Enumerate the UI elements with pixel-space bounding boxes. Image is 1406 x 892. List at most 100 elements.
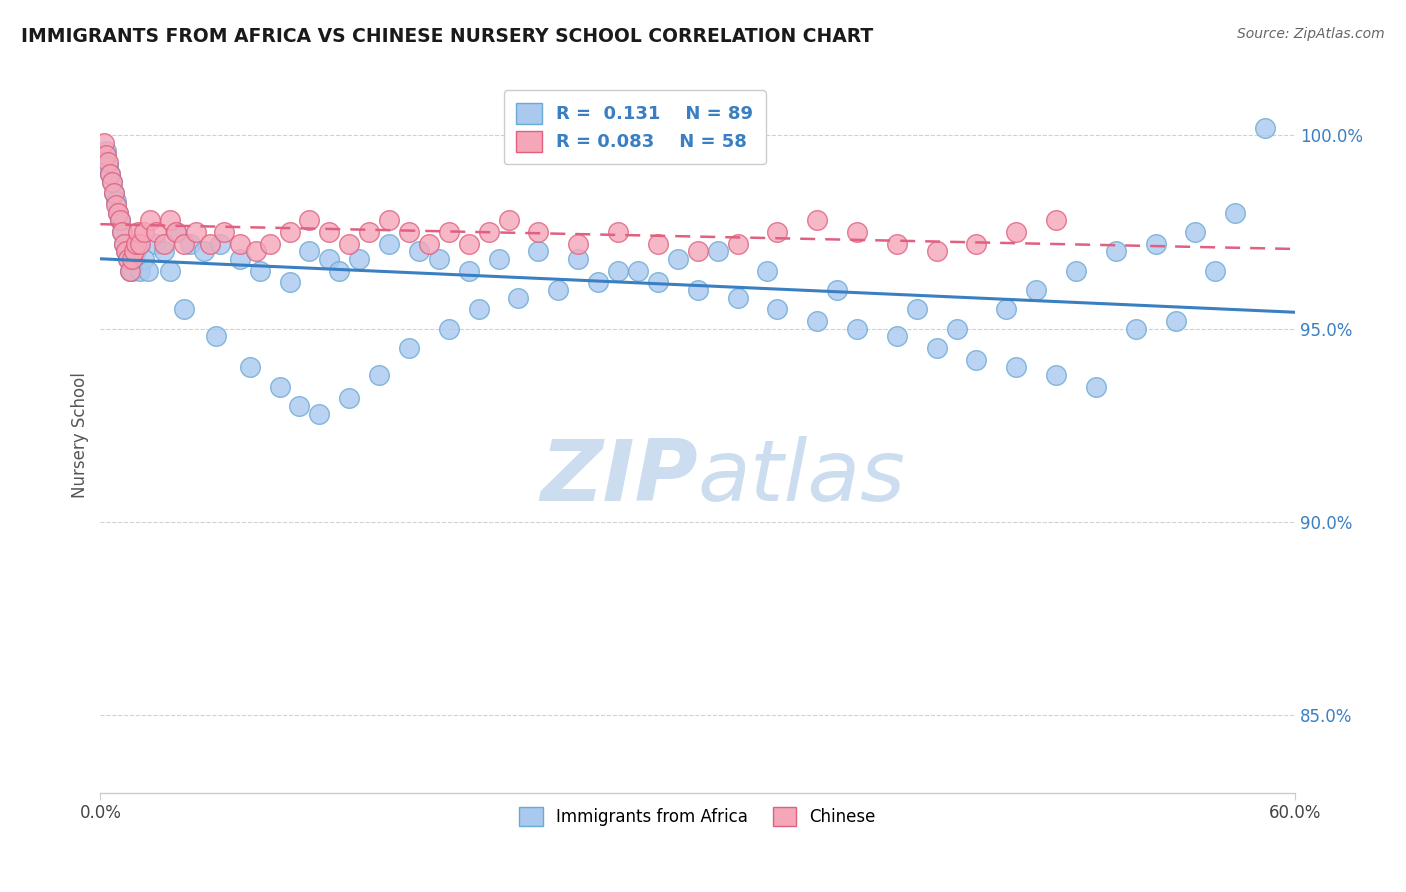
Point: [193, 244, 215, 259]
Point: [125, 244, 148, 259]
Point: [547, 283, 569, 297]
Point: [1005, 225, 1028, 239]
Point: [1064, 264, 1087, 278]
Text: Source: ZipAtlas.com: Source: ZipAtlas.com: [1237, 27, 1385, 41]
Point: [111, 225, 134, 239]
Point: [437, 225, 460, 239]
Point: [98, 167, 121, 181]
Point: [508, 291, 530, 305]
Point: [115, 244, 138, 259]
Point: [145, 236, 167, 251]
Point: [134, 225, 156, 239]
Point: [145, 225, 167, 239]
Point: [686, 283, 709, 297]
Point: [527, 244, 550, 259]
Point: [93, 136, 115, 150]
Point: [347, 252, 370, 267]
Point: [278, 276, 301, 290]
Point: [107, 206, 129, 220]
Point: [567, 236, 589, 251]
Point: [965, 236, 987, 251]
Point: [1045, 213, 1067, 227]
Point: [378, 213, 401, 227]
Point: [165, 225, 187, 239]
Point: [467, 302, 489, 317]
Point: [825, 283, 848, 297]
Point: [121, 264, 143, 278]
Point: [159, 264, 181, 278]
Point: [205, 329, 228, 343]
Point: [165, 225, 187, 239]
Point: [120, 264, 142, 278]
Point: [298, 244, 321, 259]
Point: [1144, 236, 1167, 251]
Point: [122, 252, 145, 267]
Point: [337, 236, 360, 251]
Point: [1084, 380, 1107, 394]
Point: [527, 225, 550, 239]
Point: [328, 264, 350, 278]
Point: [846, 225, 869, 239]
Point: [127, 236, 149, 251]
Point: [965, 352, 987, 367]
Point: [607, 225, 630, 239]
Point: [153, 244, 176, 259]
Text: ZIP: ZIP: [540, 436, 697, 519]
Point: [298, 213, 321, 227]
Point: [378, 236, 401, 251]
Point: [259, 236, 281, 251]
Point: [184, 225, 207, 239]
Point: [129, 236, 152, 251]
Point: [105, 194, 128, 209]
Point: [179, 236, 201, 251]
Point: [756, 264, 779, 278]
Point: [139, 213, 162, 227]
Point: [269, 380, 291, 394]
Point: [120, 264, 142, 278]
Point: [437, 322, 460, 336]
Point: [567, 252, 589, 267]
Point: [478, 225, 501, 239]
Point: [97, 155, 120, 169]
Point: [121, 252, 143, 267]
Point: [1225, 206, 1247, 220]
Point: [115, 244, 138, 259]
Point: [245, 244, 267, 259]
Point: [101, 175, 124, 189]
Point: [886, 236, 908, 251]
Point: [96, 147, 118, 161]
Point: [925, 341, 948, 355]
Point: [212, 225, 235, 239]
Point: [107, 206, 129, 220]
Point: [1204, 264, 1226, 278]
Point: [1105, 244, 1128, 259]
Point: [806, 314, 828, 328]
Point: [117, 252, 139, 267]
Y-axis label: Nursery School: Nursery School: [72, 372, 89, 498]
Point: [925, 244, 948, 259]
Point: [1254, 120, 1277, 135]
Point: [153, 236, 176, 251]
Point: [886, 329, 908, 343]
Legend: Immigrants from Africa, Chinese: Immigrants from Africa, Chinese: [510, 798, 884, 834]
Point: [129, 264, 152, 278]
Point: [318, 225, 340, 239]
Point: [647, 276, 669, 290]
Point: [103, 186, 125, 201]
Point: [173, 302, 195, 317]
Point: [112, 236, 135, 251]
Point: [1164, 314, 1187, 328]
Point: [117, 252, 139, 267]
Point: [97, 160, 120, 174]
Point: [136, 264, 159, 278]
Point: [398, 225, 420, 239]
Point: [127, 225, 149, 239]
Point: [229, 236, 252, 251]
Point: [359, 225, 381, 239]
Point: [1125, 322, 1147, 336]
Point: [105, 198, 128, 212]
Text: IMMIGRANTS FROM AFRICA VS CHINESE NURSERY SCHOOL CORRELATION CHART: IMMIGRANTS FROM AFRICA VS CHINESE NURSER…: [21, 27, 873, 45]
Point: [308, 407, 330, 421]
Point: [666, 252, 689, 267]
Point: [249, 264, 271, 278]
